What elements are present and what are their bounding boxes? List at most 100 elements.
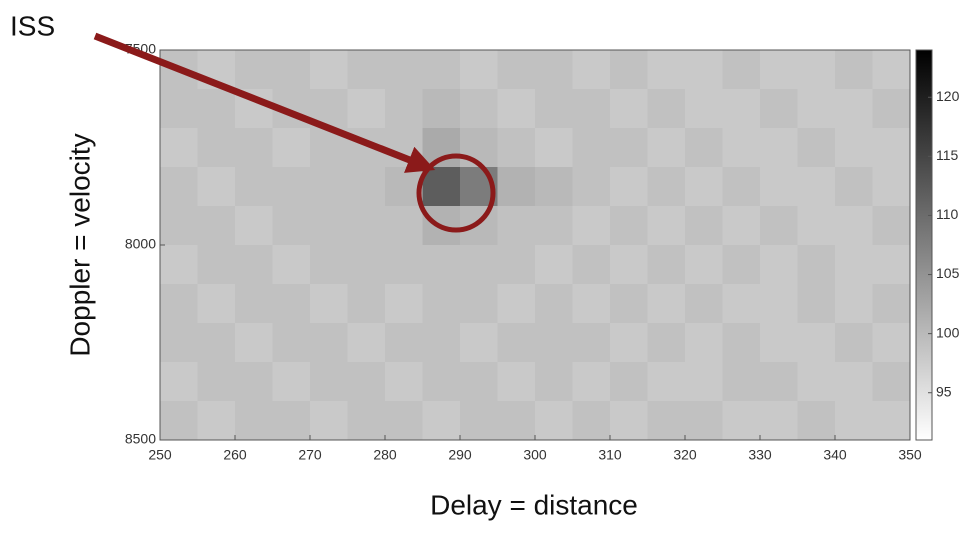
- heat-cell: [235, 245, 273, 285]
- heat-cell: [797, 362, 836, 402]
- heat-cell: [760, 401, 798, 441]
- annotation-circle: [416, 153, 496, 233]
- heat-cell: [797, 167, 836, 207]
- heat-cell: [310, 323, 348, 363]
- heat-cell: [535, 362, 573, 402]
- heat-cell: [385, 362, 423, 402]
- heat-cell: [422, 323, 461, 363]
- heat-cell: [422, 284, 461, 324]
- heat-cell: [197, 128, 236, 168]
- heat-cell: [722, 128, 761, 168]
- heat-cell: [422, 245, 461, 285]
- heat-cell: [535, 245, 573, 285]
- heat-cell: [572, 245, 611, 285]
- heat-cell: [572, 167, 611, 207]
- heat-cell: [497, 167, 536, 207]
- x-tick-label: 300: [523, 447, 547, 463]
- heat-cell: [272, 401, 311, 441]
- heat-cell: [610, 167, 648, 207]
- heat-cell: [160, 167, 198, 207]
- heat-cell: [497, 323, 536, 363]
- heat-cell: [760, 89, 798, 129]
- heat-cell: [460, 89, 498, 129]
- heat-cell: [722, 89, 761, 129]
- heat-cell: [685, 167, 723, 207]
- heat-cell: [535, 89, 573, 129]
- heat-cell: [760, 284, 798, 324]
- heat-cell: [535, 167, 573, 207]
- heat-cell: [572, 362, 611, 402]
- heat-cell: [760, 50, 798, 90]
- heat-cell: [310, 401, 348, 441]
- heat-cell: [235, 206, 273, 246]
- x-tick-label: 350: [898, 447, 922, 463]
- heat-cell: [385, 323, 423, 363]
- heat-cell: [610, 401, 648, 441]
- heat-cell: [610, 206, 648, 246]
- heat-cell: [610, 284, 648, 324]
- heat-cell: [160, 401, 198, 441]
- heat-cell: [347, 362, 386, 402]
- heat-cell: [610, 362, 648, 402]
- heat-cell: [460, 401, 498, 441]
- heat-cell: [647, 167, 686, 207]
- heat-cell: [272, 167, 311, 207]
- heat-cell: [160, 245, 198, 285]
- heat-cell: [685, 89, 723, 129]
- heat-cell: [460, 245, 498, 285]
- heat-cell: [235, 167, 273, 207]
- heat-cell: [685, 401, 723, 441]
- heat-cell: [872, 128, 911, 168]
- heat-cell: [235, 362, 273, 402]
- heat-cell: [647, 284, 686, 324]
- heat-cell: [460, 284, 498, 324]
- heat-cell: [722, 206, 761, 246]
- heat-cell: [535, 284, 573, 324]
- heat-cell: [760, 206, 798, 246]
- heat-cell: [647, 206, 686, 246]
- heat-cell: [647, 128, 686, 168]
- heat-cell: [272, 50, 311, 90]
- x-tick-label: 270: [298, 447, 322, 463]
- heat-cell: [572, 128, 611, 168]
- heat-cell: [835, 284, 873, 324]
- heat-cell: [347, 206, 386, 246]
- colorbar-tick-label: 105: [936, 265, 960, 281]
- heat-cell: [272, 128, 311, 168]
- colorbar-tick-label: 120: [936, 88, 960, 104]
- heat-cell: [235, 284, 273, 324]
- heat-cell: [835, 323, 873, 363]
- heat-cell: [235, 128, 273, 168]
- heat-cell: [197, 245, 236, 285]
- x-axis-label: Delay = distance: [430, 489, 638, 520]
- y-tick-label: 8500: [125, 431, 156, 447]
- heat-cell: [872, 89, 911, 129]
- heat-cell: [460, 206, 498, 246]
- heat-cell: [535, 50, 573, 90]
- heat-cell: [647, 50, 686, 90]
- heat-cell: [685, 206, 723, 246]
- heat-cell: [197, 362, 236, 402]
- heat-cell: [797, 284, 836, 324]
- heat-cell: [647, 323, 686, 363]
- heat-cell: [872, 206, 911, 246]
- heat-cell: [685, 284, 723, 324]
- heat-cell: [835, 167, 873, 207]
- heat-cell: [835, 89, 873, 129]
- heat-cell: [310, 167, 348, 207]
- heat-cell: [160, 323, 198, 363]
- heat-cell: [310, 362, 348, 402]
- heat-cell: [572, 206, 611, 246]
- heat-cell: [835, 245, 873, 285]
- heat-cell: [422, 401, 461, 441]
- heat-cell: [422, 362, 461, 402]
- heat-cell: [235, 401, 273, 441]
- heat-cell: [460, 362, 498, 402]
- x-tick-label: 260: [223, 447, 247, 463]
- heat-cell: [497, 245, 536, 285]
- heat-cell: [835, 50, 873, 90]
- heat-cell: [197, 323, 236, 363]
- heat-cell: [347, 284, 386, 324]
- x-tick-label: 280: [373, 447, 397, 463]
